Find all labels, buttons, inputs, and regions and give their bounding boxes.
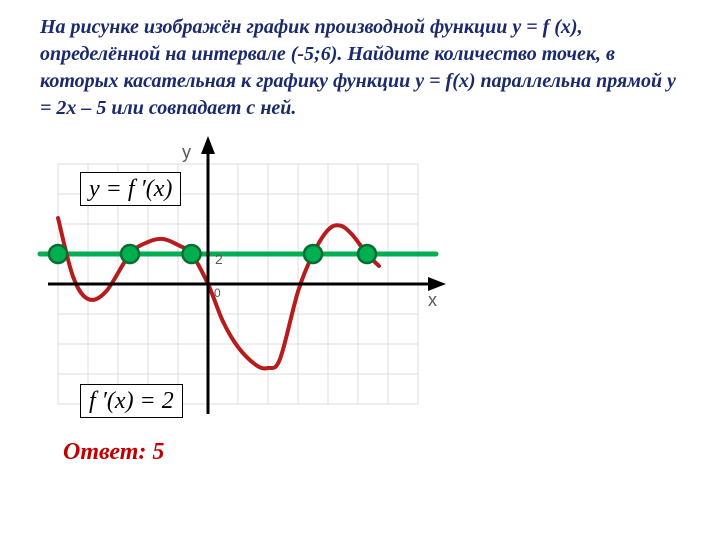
y-tick-2-label: 2 <box>215 251 223 267</box>
problem-statement: На рисунке изображён график производной … <box>0 0 720 128</box>
equation-derivative: y = f ′(x) <box>80 172 181 206</box>
y-axis-label: у <box>182 142 191 163</box>
equation-value: f ′(x) = 2 <box>80 384 183 418</box>
origin-label: 0 <box>214 286 221 300</box>
answer-text: Ответ: 5 <box>63 439 164 466</box>
x-axis-label: х <box>428 290 437 311</box>
chart-container: y = f ′(x) f ′(x) = 2 у х 0 2 Ответ: 5 <box>28 134 688 479</box>
